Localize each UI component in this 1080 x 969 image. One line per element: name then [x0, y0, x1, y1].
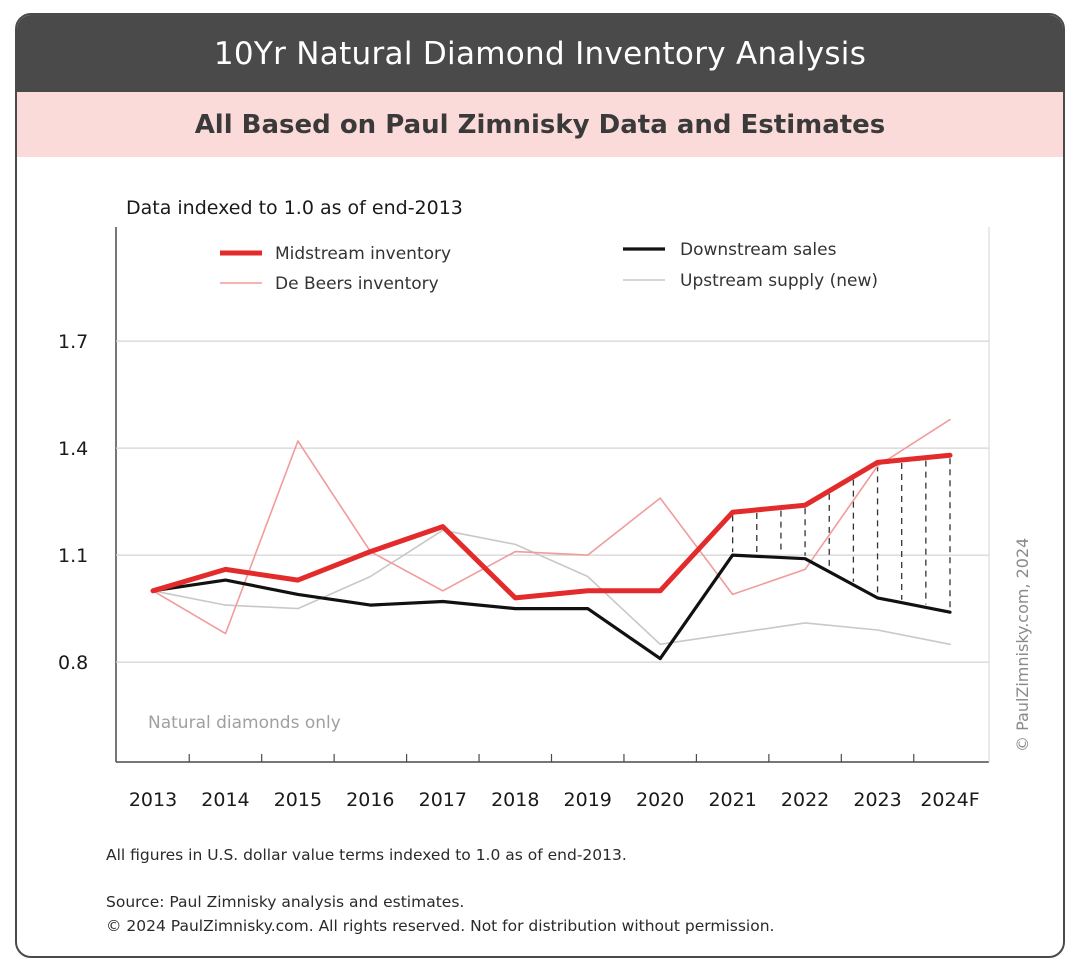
x-tick-label: 2013: [129, 789, 177, 811]
legend-label: Downstream sales: [680, 240, 837, 260]
x-tick-label: 2014: [201, 789, 249, 811]
natural-diamonds-note: Natural diamonds only: [148, 713, 341, 733]
legend: Midstream inventory De Beers inventory Dow…: [220, 240, 878, 294]
grid-lines: [116, 340, 989, 663]
footnote-figures: All figures in U.S. dollar value terms i…: [106, 846, 627, 864]
y-axis-ticks: 0.8 1.1 1.4 1.7: [58, 331, 88, 674]
y-tick-label: 1.7: [58, 331, 88, 353]
inventory-gap-lines: [731, 458, 951, 610]
series-lines: [150, 418, 953, 661]
x-tick-label: 2023: [853, 789, 901, 811]
y-tick-label: 1.1: [58, 545, 88, 567]
x-tick-label: 2015: [274, 789, 322, 811]
legend-label: Upstream supply (new): [680, 271, 878, 291]
y-tick-label: 0.8: [58, 652, 88, 674]
y-tick-label: 1.4: [58, 438, 88, 460]
chart-card: 10Yr Natural Diamond Inventory Analysis …: [15, 13, 1065, 958]
x-tick-label: 2020: [636, 789, 684, 811]
series-line: [150, 452, 953, 601]
series-line: [152, 529, 951, 646]
x-tick-label: 2017: [419, 789, 467, 811]
x-axis-ticks: 2013 2014 2015 2016 2017 2018 2019 2020 2021 2022…: [129, 754, 980, 811]
chart-title: Data indexed to 1.0 as of end-2013: [126, 197, 463, 219]
series-line: [152, 418, 951, 635]
x-tick-label: 2021: [708, 789, 756, 811]
x-tick-label: 2024F: [920, 789, 979, 811]
footnote-source: Source: Paul Zimnisky analysis and estim…: [106, 893, 465, 911]
page-title: 10Yr Natural Diamond Inventory Analysis: [17, 15, 1063, 92]
x-tick-label: 2018: [491, 789, 539, 811]
x-tick-label: 2016: [346, 789, 394, 811]
legend-label: De Beers inventory: [275, 274, 439, 294]
page-subtitle: All Based on Paul Zimnisky Data and Esti…: [17, 92, 1063, 157]
series-line: [151, 553, 952, 661]
legend-label: Midstream inventory: [275, 244, 451, 264]
x-tick-label: 2022: [781, 789, 829, 811]
x-tick-label: 2019: [564, 789, 612, 811]
footnote-rights: © 2024 PaulZimnisky.com. All rights rese…: [106, 917, 775, 935]
vertical-copyright: © PaulZimnisky.com, 2024: [1013, 538, 1032, 752]
